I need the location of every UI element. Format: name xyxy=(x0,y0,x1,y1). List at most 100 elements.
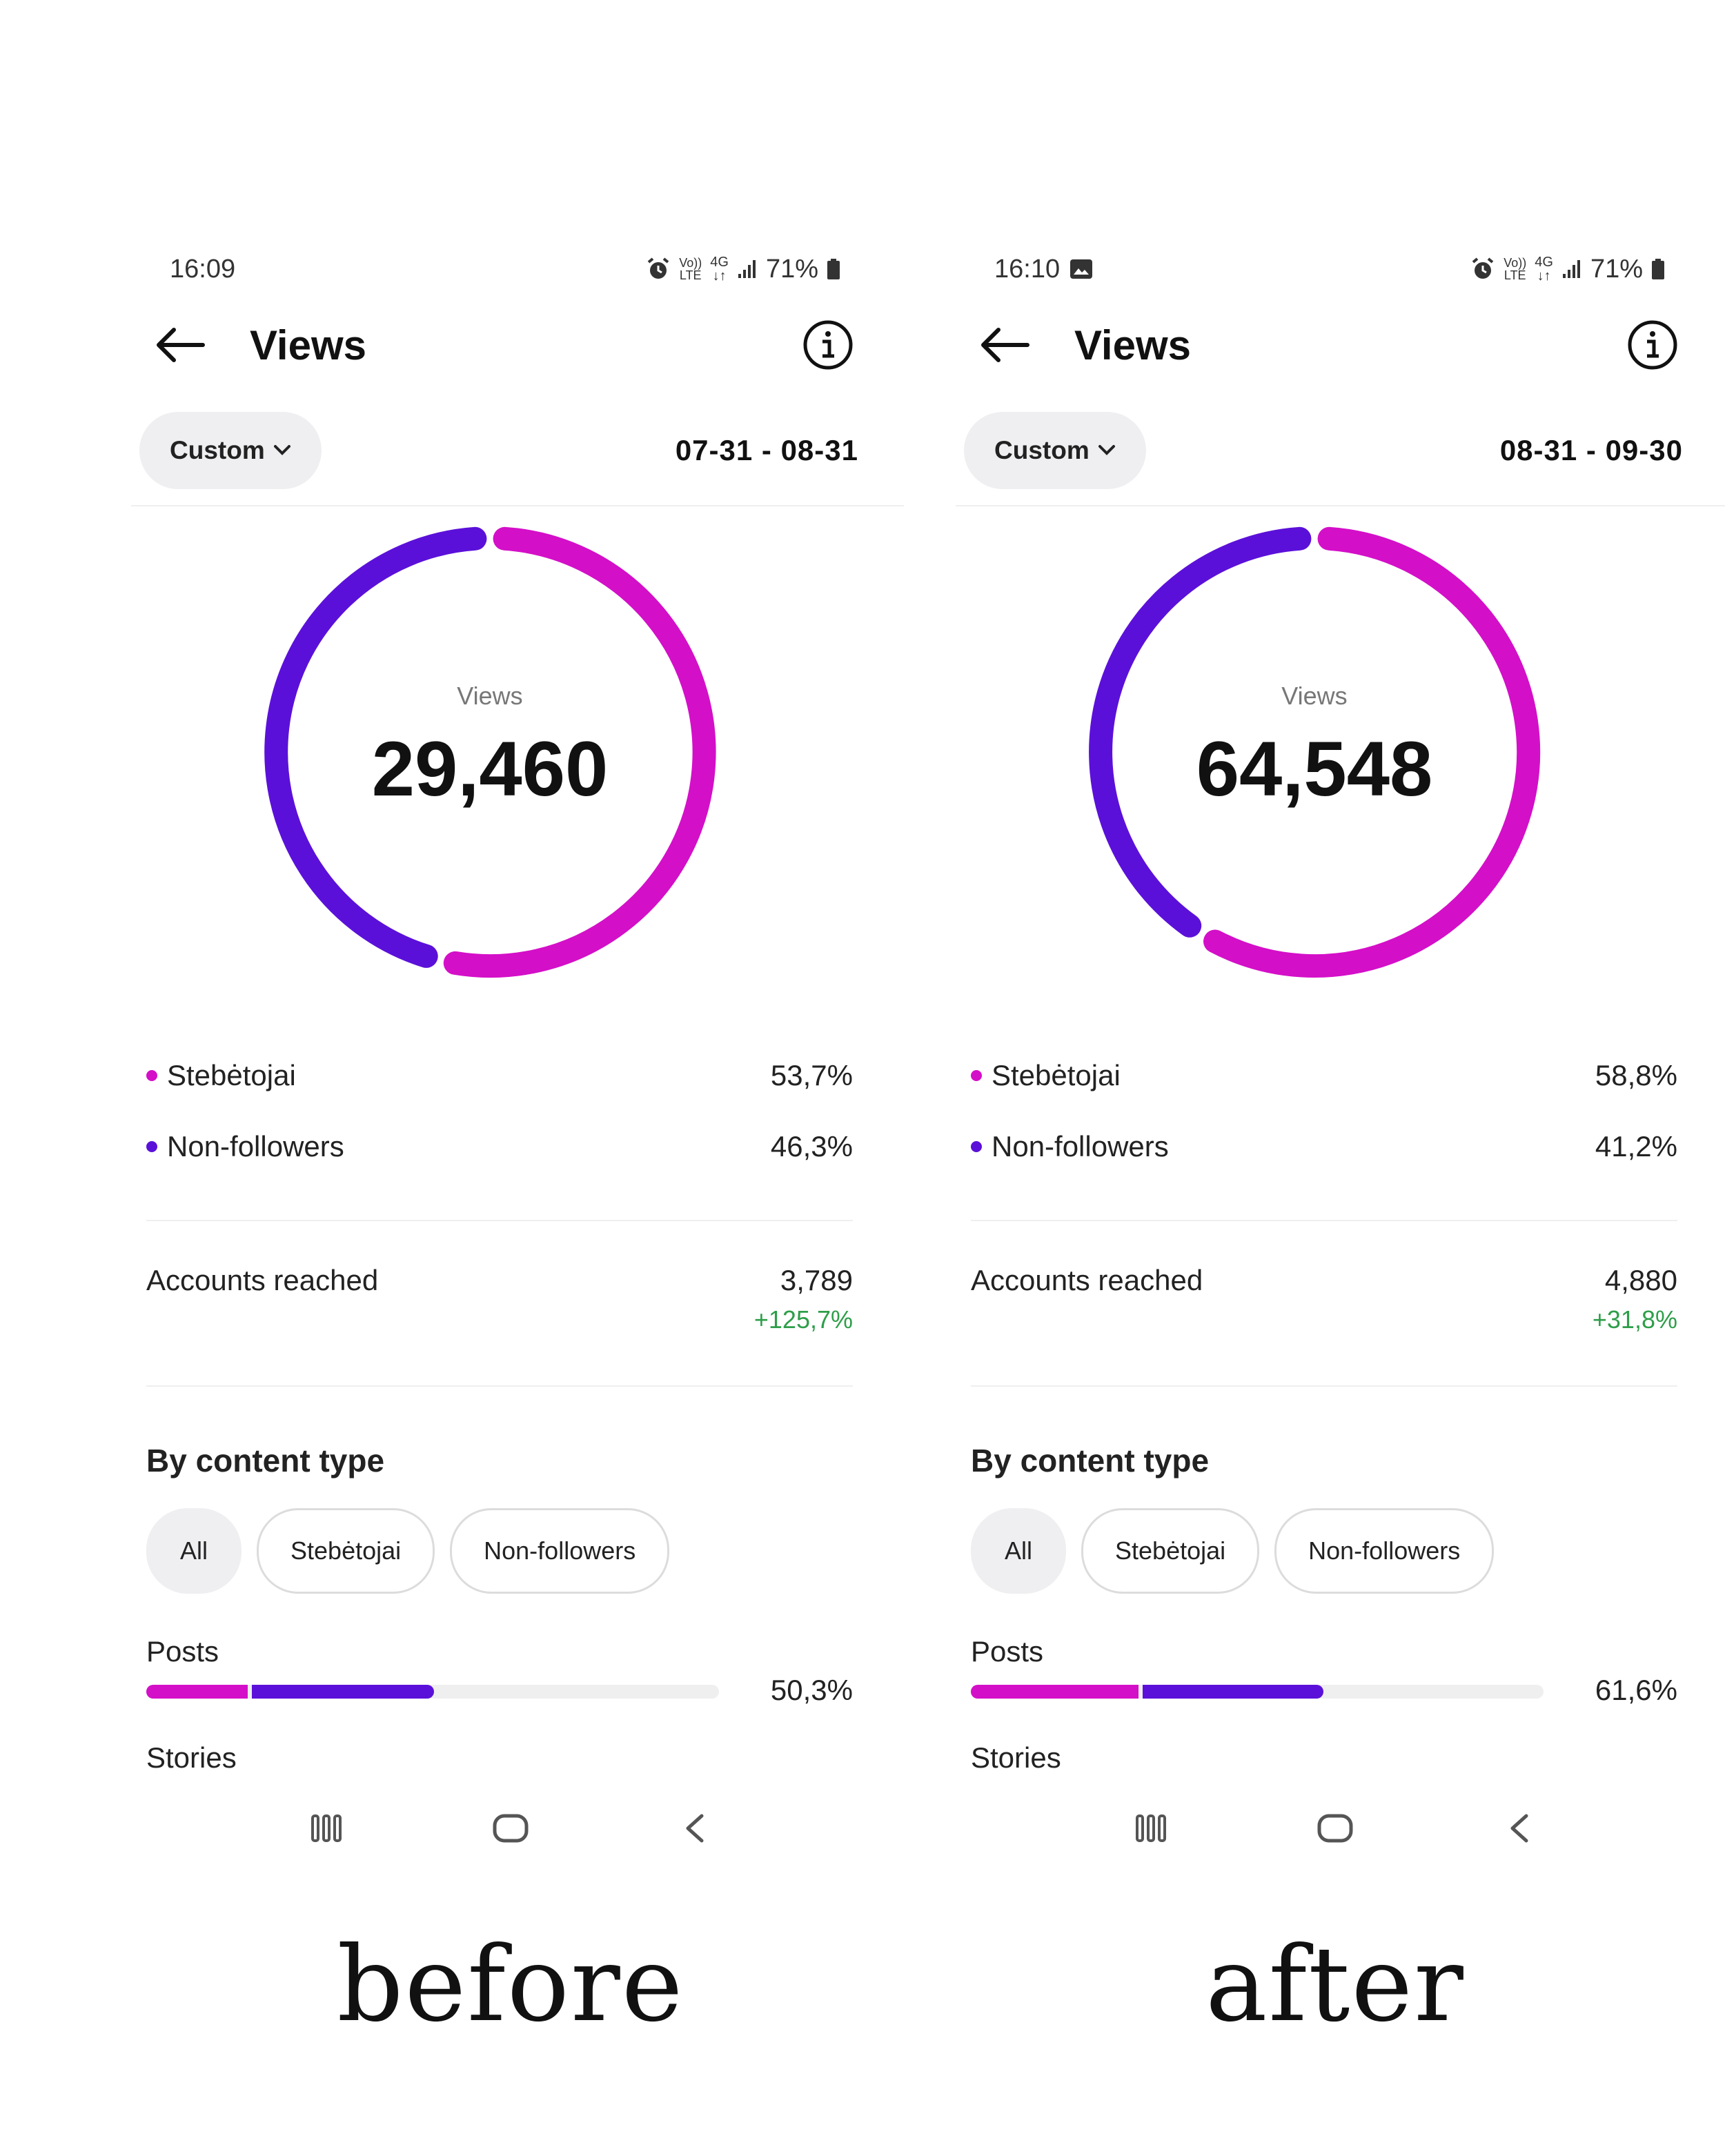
nav-back-button[interactable] xyxy=(667,1801,722,1856)
home-button[interactable] xyxy=(483,1801,538,1856)
ring-arc-followers xyxy=(443,526,716,978)
chevron-down-icon xyxy=(273,444,290,455)
signal-icon xyxy=(1561,259,1582,279)
status-bar: 16:10 Vo)) LTE 4G ↓↑ 71% xyxy=(994,248,1665,290)
info-button[interactable] xyxy=(793,310,862,379)
legend-non-followers-label: Non-followers xyxy=(167,1130,344,1163)
back-arrow-icon xyxy=(981,328,1029,362)
accounts-reached-change: +125,7% xyxy=(753,1305,853,1334)
chip-followers[interactable]: Stebėtojai xyxy=(257,1508,435,1594)
system-nav-bar xyxy=(963,1801,1708,1856)
accounts-reached-row: Accounts reached 4,880 +31,8% xyxy=(971,1264,1677,1334)
divider xyxy=(971,1220,1677,1221)
battery-percent: 71% xyxy=(1590,254,1643,284)
lte-badge: Vo)) LTE xyxy=(679,256,702,282)
custom-range-dropdown[interactable]: Custom xyxy=(964,411,1146,489)
accounts-reached-value: 3,789 xyxy=(780,1264,853,1296)
info-button[interactable] xyxy=(1618,310,1687,379)
custom-range-label: Custom xyxy=(994,435,1090,464)
posts-label: Posts xyxy=(146,1635,219,1668)
alarm-icon xyxy=(1470,257,1495,281)
home-icon xyxy=(493,1814,529,1843)
divider xyxy=(971,1385,1677,1387)
legend-non-followers-value: 41,2% xyxy=(1595,1130,1677,1163)
status-time: 16:09 xyxy=(170,254,236,284)
divider xyxy=(131,505,904,506)
lte-label: LTE xyxy=(1504,268,1526,282)
custom-range-dropdown[interactable]: Custom xyxy=(139,411,322,489)
ring-arc-followers xyxy=(1203,526,1541,978)
chip-non-followers[interactable]: Non-followers xyxy=(450,1508,670,1594)
battery-percent: 71% xyxy=(765,254,818,284)
ring-total: 64,548 xyxy=(1196,726,1433,812)
legend-dot-followers xyxy=(971,1070,982,1081)
ring-label: Views xyxy=(1281,682,1348,710)
ring-arc-non-followers xyxy=(264,526,487,968)
chevron-down-icon xyxy=(1098,444,1115,455)
posts-value: 61,6% xyxy=(1595,1674,1677,1706)
filter-row: Custom 08-31 - 09-30 xyxy=(964,411,1683,490)
phone-before: 16:09 Vo)) LTE 4G ↓↑ 71% Views xyxy=(131,221,904,1877)
alarm-icon xyxy=(646,257,671,281)
legend-non-followers-value: 46,3% xyxy=(770,1130,853,1163)
accounts-reached-change: +31,8% xyxy=(1592,1305,1677,1334)
chip-non-followers[interactable]: Non-followers xyxy=(1274,1508,1495,1594)
nav-back-icon xyxy=(1510,1814,1528,1843)
recents-button[interactable] xyxy=(299,1801,354,1856)
posts-bar xyxy=(146,1685,719,1699)
caption-after: after xyxy=(1205,1925,1465,2045)
chip-followers[interactable]: Stebėtojai xyxy=(1081,1508,1260,1594)
legend-dot-followers xyxy=(146,1070,157,1081)
lte-label: LTE xyxy=(679,268,702,282)
posts-bar-followers xyxy=(146,1685,248,1699)
filter-row: Custom 07-31 - 08-31 xyxy=(139,411,858,490)
page-title: Views xyxy=(250,322,367,368)
page-title: Views xyxy=(1074,322,1192,368)
ring-total: 29,460 xyxy=(371,726,609,812)
network-label: 4G xyxy=(1535,255,1553,270)
nav-back-button[interactable] xyxy=(1492,1801,1547,1856)
posts-bar-non-followers xyxy=(1142,1685,1324,1699)
accounts-reached-label: Accounts reached xyxy=(971,1264,1203,1296)
date-range: 07-31 - 08-31 xyxy=(675,433,858,466)
section-title: By content type xyxy=(971,1443,1210,1478)
network-badge: 4G ↓↑ xyxy=(1535,255,1553,284)
network-badge: 4G ↓↑ xyxy=(710,255,729,284)
back-button[interactable] xyxy=(969,310,1038,379)
info-icon xyxy=(1628,320,1677,370)
home-icon xyxy=(1317,1814,1353,1843)
network-label: 4G xyxy=(710,255,729,270)
views-ring-chart: Views 29,460 xyxy=(262,524,718,980)
ring-label: Views xyxy=(457,682,523,710)
lte-badge: Vo)) LTE xyxy=(1504,256,1527,282)
accounts-reached-value: 4,880 xyxy=(1604,1264,1677,1296)
custom-range-label: Custom xyxy=(170,435,265,464)
system-nav-bar xyxy=(138,1801,883,1856)
legend-followers-label: Stebėtojai xyxy=(992,1059,1121,1091)
legend-dot-non-followers xyxy=(971,1141,982,1152)
posts-label: Posts xyxy=(971,1635,1044,1668)
divider xyxy=(956,505,1725,506)
status-bar: 16:09 Vo)) LTE 4G ↓↑ 71% xyxy=(170,248,840,290)
battery-icon xyxy=(1651,258,1665,280)
recents-button[interactable] xyxy=(1123,1801,1179,1856)
legend-dot-non-followers xyxy=(146,1141,157,1152)
back-button[interactable] xyxy=(145,310,214,379)
chip-all[interactable]: All xyxy=(971,1508,1067,1594)
legend-followers-value: 58,8% xyxy=(1595,1059,1677,1091)
date-range: 08-31 - 09-30 xyxy=(1499,433,1683,466)
legend-non-followers: Non-followers 41,2% xyxy=(971,1130,1677,1163)
section-title: By content type xyxy=(146,1443,385,1478)
content-filter-chips: All Stebėtojai Non-followers xyxy=(971,1508,1495,1594)
back-arrow-icon xyxy=(157,328,205,362)
home-button[interactable] xyxy=(1308,1801,1363,1856)
divider xyxy=(146,1220,853,1221)
nav-back-icon xyxy=(686,1814,704,1843)
ring-svg xyxy=(1089,526,1541,978)
phone-after: 16:10 Vo)) LTE 4G ↓↑ 71% xyxy=(956,221,1725,1877)
stories-label: Stories xyxy=(146,1741,237,1774)
chip-all[interactable]: All xyxy=(146,1508,242,1594)
gallery-icon xyxy=(1070,259,1093,279)
legend-followers-value: 53,7% xyxy=(770,1059,853,1091)
divider xyxy=(146,1385,853,1387)
